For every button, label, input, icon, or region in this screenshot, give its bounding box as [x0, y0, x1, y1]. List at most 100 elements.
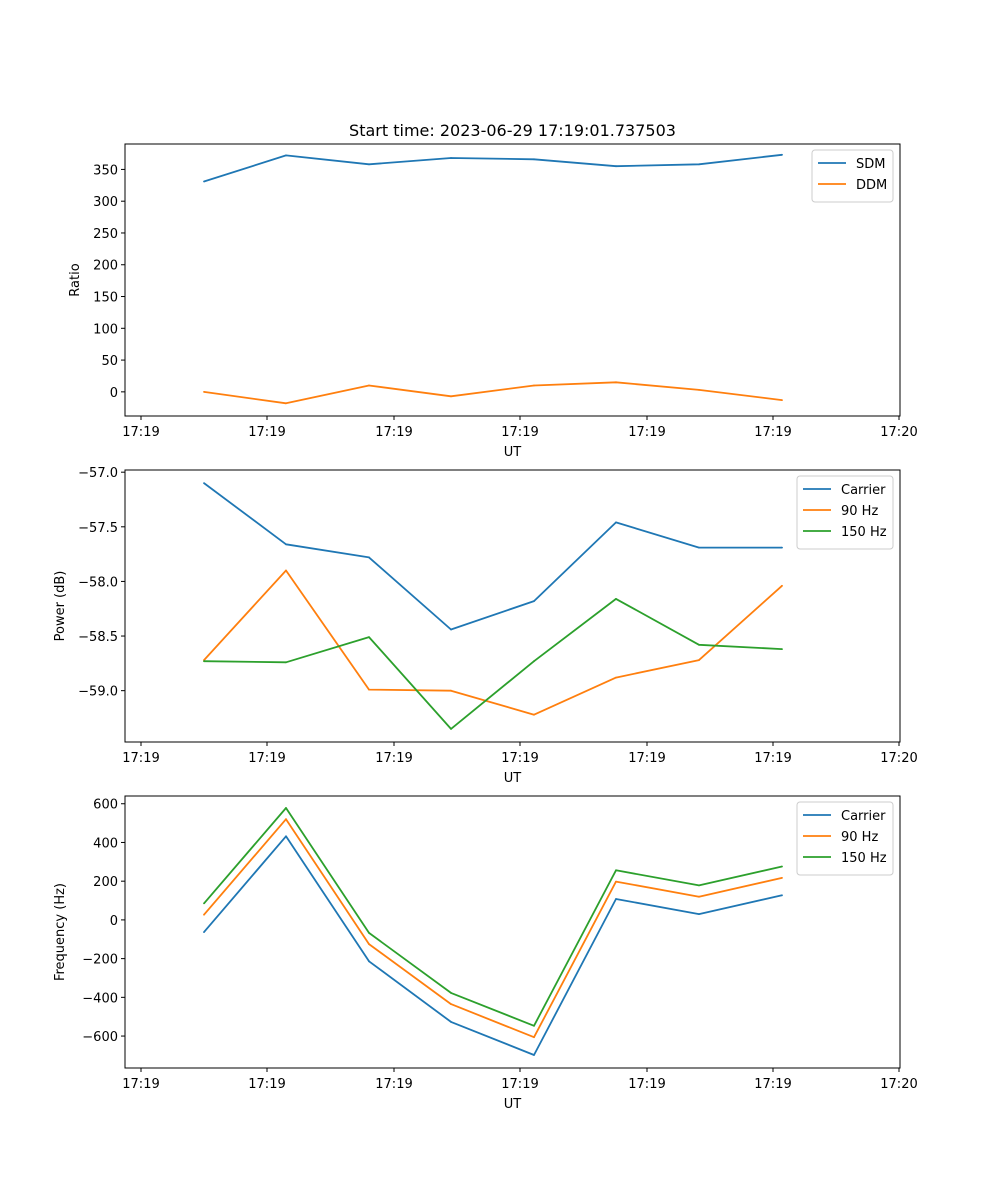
x-tick-label: 17:19 [248, 751, 285, 766]
data-point [698, 546, 700, 549]
data-point [368, 384, 370, 387]
data-point [368, 932, 370, 934]
series-line-1 [203, 482, 782, 631]
data-point [368, 688, 370, 691]
data-point [615, 898, 617, 900]
data-point [203, 660, 205, 663]
legend-label: 90 Hz [841, 504, 878, 519]
y-tick-label: 300 [93, 195, 118, 210]
y-tick-label: 250 [93, 227, 118, 242]
data-point [533, 1024, 535, 1027]
series-line-1 [203, 835, 783, 1056]
y-tick-label: 150 [93, 291, 118, 306]
data-point [368, 636, 370, 638]
data-point [698, 389, 700, 391]
y-tick-label: 350 [93, 163, 118, 178]
data-point [285, 402, 287, 405]
x-tick-label: 17:19 [375, 1077, 412, 1092]
data-point [203, 180, 205, 183]
y-tick-label: −57.5 [78, 521, 118, 536]
y-tick-label: 0 [110, 914, 118, 929]
data-point [781, 584, 783, 587]
data-point [450, 992, 452, 994]
series-line-2 [203, 818, 783, 1039]
y-axis-label: Frequency (Hz) [53, 883, 68, 981]
data-point [615, 880, 617, 883]
x-tick-label: 17:19 [628, 751, 665, 766]
data-point [781, 877, 783, 879]
x-tick-label: 17:19 [375, 751, 412, 766]
x-tick-label: 17:19 [122, 751, 159, 766]
x-tick-label: 17:19 [248, 425, 285, 440]
data-point [450, 728, 452, 730]
legend-label: Carrier [841, 809, 886, 824]
data-point [781, 865, 783, 868]
data-point [368, 556, 370, 559]
data-point [615, 869, 617, 872]
data-point [533, 1036, 535, 1039]
y-tick-label: −600 [82, 1030, 118, 1045]
data-point [285, 661, 287, 664]
data-point [698, 659, 700, 661]
x-tick-label: 17:19 [501, 751, 538, 766]
data-point [368, 960, 370, 963]
data-point [450, 1021, 452, 1023]
data-point [533, 660, 535, 663]
data-point [285, 835, 287, 838]
y-tick-label: 200 [93, 259, 118, 274]
data-point [615, 676, 617, 679]
data-point [285, 543, 287, 546]
data-point [781, 648, 783, 650]
plot-frame [124, 469, 901, 743]
y-tick-label: 50 [101, 354, 118, 369]
y-axis-label: Power (dB) [53, 571, 68, 642]
x-tick-label: 17:19 [122, 425, 159, 440]
series-line-3 [203, 598, 783, 730]
x-tick-label: 17:19 [248, 1077, 285, 1092]
data-point [781, 399, 783, 401]
series-line-2 [203, 381, 783, 405]
data-point [450, 157, 452, 159]
x-tick-label: 17:19 [501, 1077, 538, 1092]
x-tick-label: 17:19 [628, 1077, 665, 1092]
data-point [533, 384, 535, 387]
x-axis-label: UT [504, 771, 522, 786]
data-point [698, 643, 700, 646]
x-axis-label: UT [504, 1097, 522, 1112]
chart-title: Start time: 2023-06-29 17:19:01.737503 [349, 121, 676, 140]
data-point [615, 381, 617, 384]
data-point [203, 482, 205, 484]
data-point [203, 391, 205, 393]
legend-label: 150 Hz [841, 851, 887, 866]
data-point [368, 163, 370, 166]
data-point [285, 818, 287, 821]
x-tick-label: 17:19 [628, 425, 665, 440]
data-point [450, 395, 452, 398]
legend-label: 150 Hz [841, 525, 887, 540]
data-point [615, 521, 617, 524]
y-tick-label: −58.0 [78, 575, 118, 590]
data-point [533, 713, 535, 716]
chart-panel-2: 17:19 17:19 17:19 17:19 17:19 17:19 17:20 −57.0… [53, 466, 918, 786]
legend-label: DDM [856, 178, 887, 193]
series-line-2 [203, 569, 783, 716]
y-tick-label: 100 [93, 322, 118, 337]
x-tick-label: 17:19 [375, 425, 412, 440]
series-line-1 [203, 153, 783, 183]
legend-label: 90 Hz [841, 830, 878, 845]
y-tick-label: 0 [110, 386, 118, 401]
y-tick-label: −57.0 [78, 466, 118, 481]
x-tick-label: 17:20 [880, 425, 917, 440]
data-point [450, 628, 452, 631]
y-tick-label: 200 [93, 875, 118, 890]
y-tick-label: −200 [82, 953, 118, 968]
data-point [781, 153, 783, 156]
x-tick-label: 17:19 [122, 1077, 159, 1092]
legend-label: Carrier [841, 483, 886, 498]
data-point [533, 1054, 535, 1056]
data-point [285, 569, 287, 572]
chart-panel-1: Start time: 2023-06-29 17:19:01.737503 17… [68, 121, 918, 460]
data-point [203, 902, 205, 905]
data-point [698, 913, 700, 915]
